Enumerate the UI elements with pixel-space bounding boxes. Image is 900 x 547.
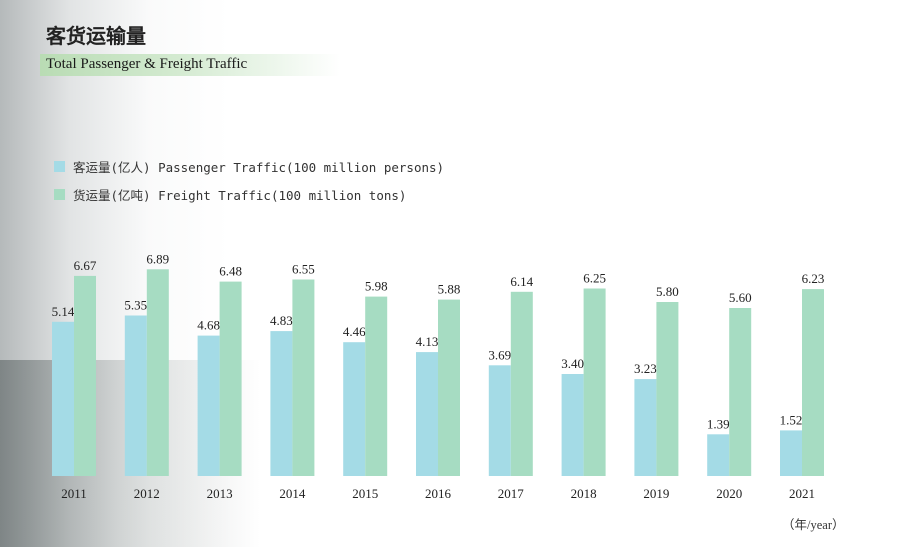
x-tick-label-2019: 2019 <box>643 486 669 501</box>
bar-freight-2014 <box>292 279 315 476</box>
data-label-passenger-2011: 5.14 <box>52 304 75 319</box>
data-label-freight-2017: 6.14 <box>510 274 533 289</box>
data-label-passenger-2019: 3.23 <box>634 361 657 376</box>
bar-freight-2017 <box>510 291 533 476</box>
data-label-passenger-2013: 4.68 <box>197 318 220 333</box>
x-tick-label-2013: 2013 <box>207 486 233 501</box>
data-label-passenger-2012: 5.35 <box>124 298 147 313</box>
legend-swatch-freight <box>54 188 65 200</box>
page-title-cn: 客货运输量 <box>46 24 146 48</box>
legend-label-freight: 货运量(亿吨) Freight Traffic(100 million tons… <box>73 187 407 203</box>
data-label-passenger-2017: 3.69 <box>488 347 511 362</box>
legend-label-passenger: 客运量(亿人) Passenger Traffic(100 million pe… <box>73 159 445 175</box>
data-label-freight-2019: 5.80 <box>656 284 679 299</box>
title-band <box>40 54 340 76</box>
x-tick-label-2017: 2017 <box>498 486 525 501</box>
bar-passenger-2014 <box>270 331 293 476</box>
data-label-freight-2012: 6.89 <box>146 251 169 266</box>
bar-freight-2013 <box>219 281 242 476</box>
bar-passenger-2018 <box>561 374 584 476</box>
legend-swatch-passenger <box>54 160 65 172</box>
bar-passenger-2013 <box>197 335 220 476</box>
x-tick-label-2011: 2011 <box>61 486 87 501</box>
bar-freight-2021 <box>802 289 824 476</box>
background-fade <box>0 0 230 547</box>
data-label-freight-2014: 6.55 <box>292 262 315 277</box>
data-label-passenger-2014: 4.83 <box>270 313 293 328</box>
data-label-freight-2018: 6.25 <box>583 271 606 286</box>
bar-passenger-2019 <box>634 379 657 476</box>
legend-item-freight: 货运量(亿吨) Freight Traffic(100 million tons… <box>54 180 444 208</box>
x-tick-label-2014: 2014 <box>279 486 306 501</box>
x-tick-label-2016: 2016 <box>425 486 452 501</box>
data-label-freight-2016: 5.88 <box>438 282 461 297</box>
bar-passenger-2012 <box>124 315 147 476</box>
chart-legend: 客运量(亿人) Passenger Traffic(100 million pe… <box>54 152 444 208</box>
data-label-passenger-2018: 3.40 <box>561 356 584 371</box>
x-tick-label-2018: 2018 <box>571 486 597 501</box>
x-axis-unit: （年/year） <box>782 518 845 532</box>
legend-item-passenger: 客运量(亿人) Passenger Traffic(100 million pe… <box>54 152 444 180</box>
bar-freight-2016 <box>438 299 460 476</box>
data-label-freight-2011: 6.67 <box>74 258 97 273</box>
bar-passenger-2017 <box>488 365 511 476</box>
data-label-passenger-2020: 1.39 <box>707 416 730 431</box>
bar-freight-2012 <box>146 269 169 476</box>
bar-passenger-2021 <box>780 430 802 476</box>
data-label-passenger-2016: 4.13 <box>416 334 439 349</box>
bar-passenger-2020 <box>707 434 730 476</box>
data-label-passenger-2021: 1.52 <box>780 412 803 427</box>
bar-freight-2019 <box>656 302 679 476</box>
bar-freight-2018 <box>583 288 606 476</box>
bar-passenger-2015 <box>343 342 366 476</box>
data-label-freight-2021: 6.23 <box>802 271 825 286</box>
bar-freight-2015 <box>365 296 388 476</box>
data-label-passenger-2015: 4.46 <box>343 324 366 339</box>
bar-passenger-2016 <box>416 352 438 476</box>
data-label-freight-2015: 5.98 <box>365 279 388 294</box>
x-tick-label-2021: 2021 <box>789 486 815 501</box>
bar-passenger-2011 <box>52 321 74 476</box>
x-tick-label-2012: 2012 <box>134 486 160 501</box>
data-label-freight-2013: 6.48 <box>219 264 242 279</box>
x-tick-label-2020: 2020 <box>716 486 742 501</box>
data-label-freight-2020: 5.60 <box>729 290 752 305</box>
x-tick-label-2015: 2015 <box>352 486 378 501</box>
bar-freight-2020 <box>729 308 752 476</box>
page-title-en: Total Passenger & Freight Traffic <box>46 56 248 72</box>
bar-freight-2011 <box>74 275 96 476</box>
